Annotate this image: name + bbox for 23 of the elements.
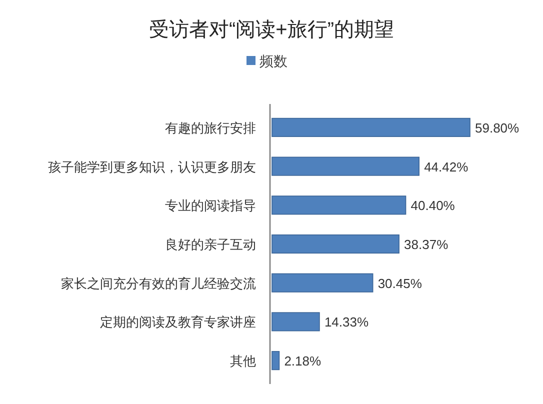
bar [272, 351, 280, 370]
y-tick-label: 其他 [230, 354, 256, 369]
data-label: 2.18% [284, 354, 322, 369]
y-tick-label: 有趣的旅行安排 [165, 120, 256, 136]
bar [272, 156, 420, 176]
bar [272, 312, 320, 332]
y-tick-label: 家长之间充分有效的育儿经验交流 [61, 276, 256, 291]
bar [272, 273, 374, 292]
bar [272, 234, 400, 254]
y-tick-label: 孩子能学到更多知识，认识更多朋友 [48, 159, 256, 174]
data-label: 40.40% [410, 198, 456, 214]
bar [272, 118, 470, 137]
legend-label: 频数 [260, 53, 288, 69]
bar [272, 196, 406, 215]
data-label: 44.42% [424, 159, 469, 174]
y-tick-label: 良好的亲子互动 [165, 237, 256, 252]
y-tick-label: 定期的阅读及教育专家讲座 [100, 314, 256, 330]
data-label: 14.33% [324, 314, 369, 330]
data-label: 38.37% [404, 237, 449, 252]
data-label: 59.80% [475, 120, 520, 136]
chart-title: 受访者对“阅读+旅行”的期望 [149, 19, 394, 41]
data-label: 30.45% [378, 276, 422, 291]
y-tick-label: 专业的阅读指导 [165, 198, 256, 214]
